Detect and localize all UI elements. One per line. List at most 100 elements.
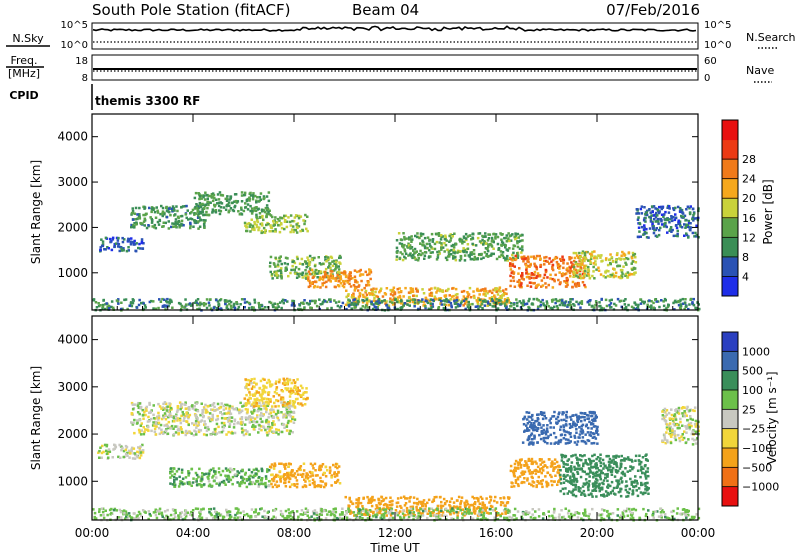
power-cell-11-688 [524,303,527,306]
power-cell-7-185 [424,255,427,258]
power-cell-0-30 [109,238,112,241]
power-cell-10-104 [666,231,669,234]
power-cell-2-146 [220,206,223,209]
power-cell-3-63 [286,226,289,229]
velocity-cell-7-127 [587,463,590,466]
velocity-cell-4-156 [240,482,243,485]
power-cell-6-283 [430,292,433,295]
nsearch-tick-top: 10^5 [704,20,731,31]
power-cell-11-658 [663,305,666,308]
velocity-cell-2-127 [252,401,255,404]
power-cell-2-17 [266,204,269,207]
power-cell-0-66 [102,245,105,248]
velocity-cell-1-173 [201,403,204,406]
velocity-cell-1-573 [283,423,286,426]
power-cell-10-35 [676,227,679,230]
power-cell-9-120 [575,263,578,266]
power-cell-9-102 [600,254,603,257]
velocity-cell-4-181 [213,480,216,483]
power-cell-6-261 [499,290,502,293]
power-cell-8-189 [512,276,515,279]
velocity-cell-1-296 [289,408,292,411]
velocity-cell-1-355 [224,417,227,420]
velocity-cell-1-578 [223,422,226,425]
power-cell-10-198 [652,227,655,230]
power-cell-10-204 [670,231,673,234]
power-cell-4-105 [294,272,297,275]
velocity-cell-1-494 [216,408,219,411]
velocity-cell-1-88 [163,424,166,427]
velocity-cell-1-532 [174,425,177,428]
velocity-cell-2-131 [283,379,286,382]
power-cell-11-532 [482,300,485,303]
power-cell-3-118 [255,224,258,227]
velocity-cell-1-97 [228,426,231,429]
power-cell-7-321 [506,255,509,258]
velocity-cell-2-56 [284,387,287,390]
power-cell-7-44 [473,253,476,256]
velocity-cell-3-167 [312,482,315,485]
velocity-cell-1-587 [162,403,165,406]
power-cell-6-56 [456,296,459,299]
velocity-cell-4-204 [258,485,261,488]
power-cell-4-85 [285,257,288,260]
velocity-cell-3-174 [337,471,340,474]
power-cell-2-79 [251,212,254,215]
power-cell-6-301 [410,288,413,291]
power-cell-1-136 [147,224,150,227]
velocity-cell-5-178 [415,506,418,509]
power-cell-11-647 [404,302,407,305]
power-cell-7-78 [484,232,487,235]
velocity-cell-1-409 [220,402,223,405]
power-cell-6-275 [371,293,374,296]
power-cell-11-392 [465,298,468,301]
velocity-cell-1-350 [258,424,261,427]
power-cell-7-241 [416,232,419,235]
power-colorbar-label: 8 [742,251,749,264]
velocity-cell-1-227 [213,406,216,409]
power-cell-9-63 [624,262,627,265]
power-cell-2-190 [239,213,242,216]
power-cell-2-49 [263,197,266,200]
power-cell-5-92 [343,283,346,286]
velocity-cell-4-196 [248,483,251,486]
power-cell-9-176 [607,270,610,273]
power-cell-7-343 [448,235,451,238]
velocity-cell-1-275 [182,413,185,416]
velocity-cell-3-181 [316,474,319,477]
velocity-cell-5-241 [442,505,445,508]
power-cell-11-167 [484,304,487,307]
velocity-cell-7-142 [566,474,569,477]
power-cell-11-246 [206,298,209,301]
power-cell-10-174 [643,224,646,227]
velocity-cell-2-184 [256,391,259,394]
power-cell-11-594 [679,307,682,310]
power-cell-9-181 [597,254,600,257]
power-cell-1-169 [187,218,190,221]
power-cell-4-174 [275,273,278,276]
power-cell-1-183 [174,221,177,224]
velocity-cell-1-584 [138,429,141,432]
power-cell-7-363 [440,246,443,249]
power-cell-8-193 [552,286,555,289]
velocity-cell-6-110 [550,465,553,468]
power-cell-11-571 [468,301,471,304]
velocity-cell-4-138 [169,476,172,479]
velocity-cell-1-217 [143,431,146,434]
velocity-cell-1-149 [249,415,252,418]
velocity-cell-3-127 [311,471,314,474]
velocity-cell-4-53 [246,486,249,489]
velocity-cell-3-117 [289,486,292,489]
power-cell-4-151 [335,261,338,264]
power-cell-11-337 [160,301,163,304]
power-cell-10-123 [638,227,641,230]
power-cell-11-674 [96,306,99,309]
power-cell-0-56 [129,241,132,244]
power-cell-9-76 [587,266,590,269]
power-cell-4-31 [280,267,283,270]
power-cell-8-238 [551,268,554,271]
power-cell-10-187 [646,211,649,214]
power-cell-11-517 [561,301,564,304]
power-cell-11-472 [339,306,342,309]
velocity-cell-5-41 [482,501,485,504]
